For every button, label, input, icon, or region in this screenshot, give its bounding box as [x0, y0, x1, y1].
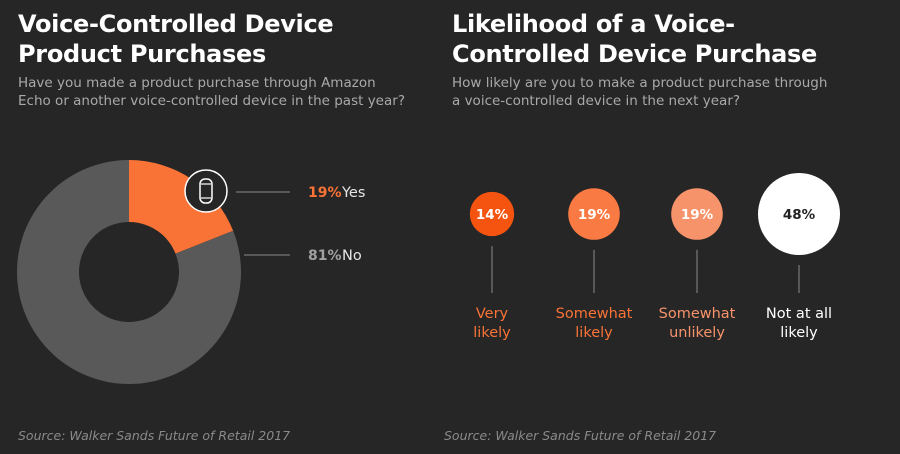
category-label-somewhat-likely-line2: likely: [575, 325, 613, 341]
slice-pct-yes: 19%: [308, 185, 342, 201]
slice-label-yes: Yes: [341, 185, 365, 201]
category-label-not-at-all-likely-line2: likely: [780, 325, 818, 341]
smart-speaker-icon: [184, 169, 228, 213]
category-label-somewhat-likely-line1: Somewhat: [556, 306, 633, 322]
donut-chart: 19% Yes 81% No: [16, 160, 365, 384]
category-label-very-likely-line2: likely: [473, 325, 511, 341]
left-chart-subtitle: Have you made a product purchase through…: [18, 75, 405, 109]
bubble-pct-somewhat-unlikely: 19%: [681, 207, 714, 223]
right-source: Source: Walker Sands Future of Retail 20…: [444, 428, 717, 443]
donut-slice-yes: [129, 160, 234, 254]
bubble-very-likely: [469, 191, 515, 237]
bubble-somewhat-unlikely: [671, 188, 723, 240]
slice-label-no: No: [342, 248, 362, 264]
bubble-not-at-all-likely: [758, 173, 840, 255]
bubble-pct-not-at-all-likely: 48%: [783, 207, 816, 223]
bubble-pct-somewhat-likely: 19%: [578, 207, 611, 223]
category-label-somewhat-unlikely-line2: unlikely: [669, 325, 725, 341]
category-label-not-at-all-likely-line1: Not at all: [766, 306, 832, 322]
category-label-very-likely-line1: Very: [476, 306, 509, 322]
category-label-somewhat-unlikely-line1: Somewhat: [659, 306, 736, 322]
right-chart-subtitle: How likely are you to make a product pur…: [452, 75, 828, 109]
left-source: Source: Walker Sands Future of Retail 20…: [18, 428, 291, 443]
right-chart-title: Likelihood of a Voice- Controlled Device…: [452, 10, 817, 68]
donut-slice-no: [16, 160, 242, 384]
left-chart-title: Voice-Controlled Device Product Purchase…: [18, 10, 334, 68]
slice-pct-no: 81%: [308, 248, 342, 264]
bubble-pct-very-likely: 14%: [476, 207, 509, 223]
bubble-somewhat-likely: [568, 188, 620, 240]
